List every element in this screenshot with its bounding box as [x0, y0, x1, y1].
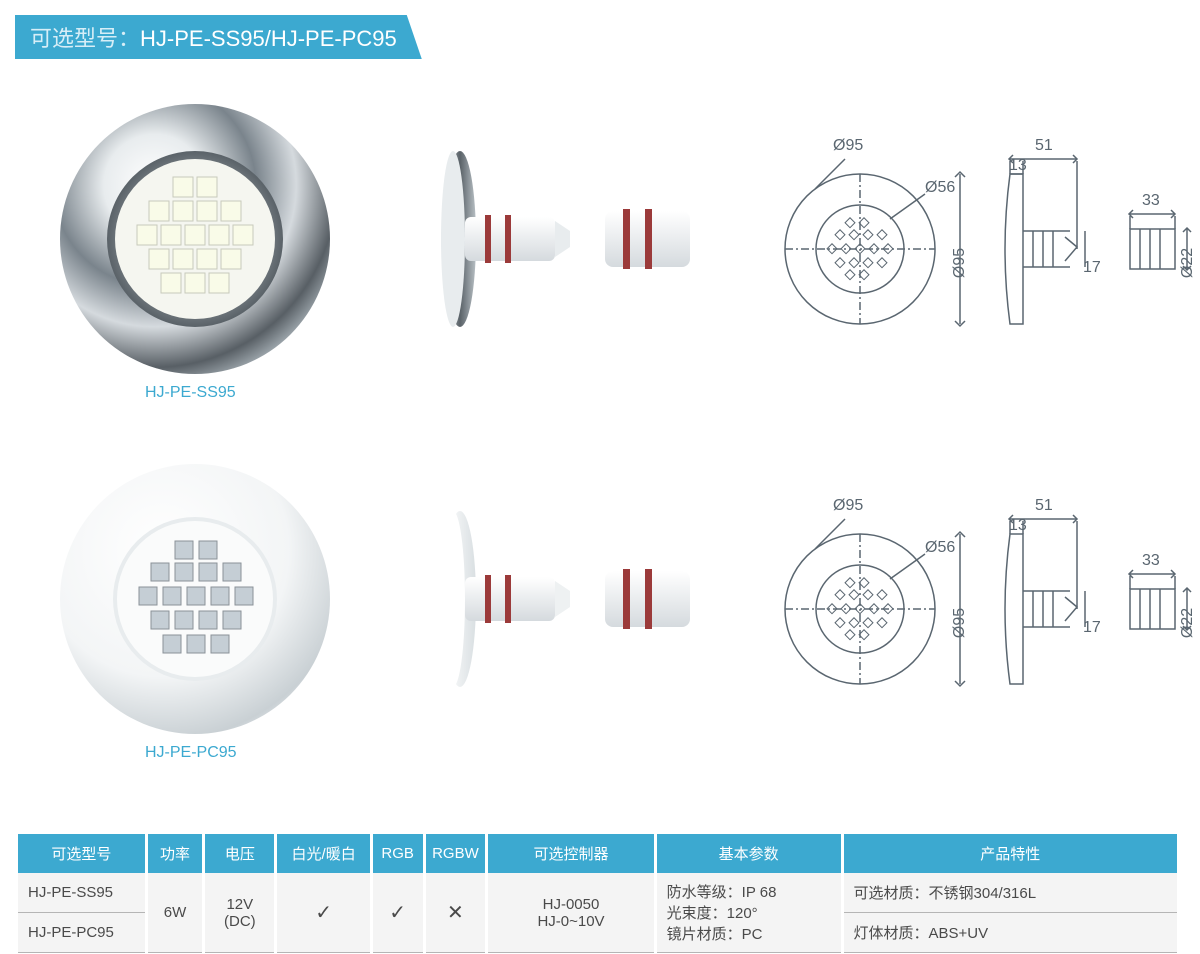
- th-controller: 可选控制器: [488, 834, 653, 873]
- param-l3: 镜片材质：PC: [667, 926, 763, 943]
- th-white: 白光/暖白: [277, 834, 369, 873]
- cell-rgb: ✓: [373, 873, 423, 953]
- dim-d22-1: Ø22: [1179, 248, 1197, 278]
- diagram-pc95: [765, 479, 1195, 709]
- dim-51-1: 51: [1035, 137, 1053, 155]
- cell-rgbw: ✕: [426, 873, 486, 953]
- cell-feature2: 灯体材质：ABS+UV: [844, 913, 1177, 953]
- th-params: 基本参数: [657, 834, 841, 873]
- dim-13-1: 13: [1009, 157, 1027, 175]
- th-voltage: 电压: [205, 834, 274, 873]
- dim-17-1: 17: [1083, 259, 1101, 277]
- diagram-ss95: [765, 119, 1195, 349]
- dim-17-2: 17: [1083, 619, 1101, 637]
- dim-d56-2: Ø56: [925, 539, 955, 557]
- voltage-l2: (DC): [224, 913, 256, 930]
- ctrl-l1: HJ-0050: [543, 896, 600, 913]
- param-l1: 防水等级：IP 68: [667, 884, 777, 901]
- dim-d95-1: Ø95: [833, 137, 863, 155]
- product-pc95-side: [405, 509, 715, 689]
- table-row: HJ-PE-SS95 6W 12V (DC) ✓ ✓ ✕ HJ-0050 HJ-…: [18, 873, 1177, 913]
- cell-white: ✓: [277, 873, 369, 953]
- param-l2: 光束度：120°: [667, 905, 758, 922]
- th-rgbw: RGBW: [426, 834, 486, 873]
- header-value: HJ-PE-SS95/HJ-PE-PC95: [140, 26, 397, 51]
- cell-model1: HJ-PE-SS95: [18, 873, 145, 913]
- cell-params: 防水等级：IP 68 光束度：120° 镜片材质：PC: [657, 873, 841, 953]
- cell-feature1: 可选材质：不锈钢304/316L: [844, 873, 1177, 913]
- cell-model2: HJ-PE-PC95: [18, 913, 145, 953]
- header-label: 可选型号：: [30, 26, 140, 51]
- voltage-l1: 12V: [226, 896, 253, 913]
- dim-33-1: 33: [1142, 192, 1160, 210]
- label-pc95: HJ-PE-PC95: [145, 744, 237, 762]
- th-features: 产品特性: [844, 834, 1177, 873]
- dim-51-2: 51: [1035, 497, 1053, 515]
- label-ss95: HJ-PE-SS95: [145, 384, 236, 402]
- spec-table: 可选型号 功率 电压 白光/暖白 RGB RGBW 可选控制器 基本参数 产品特…: [15, 834, 1180, 953]
- dim-h95-1: Ø95: [951, 248, 969, 278]
- th-model: 可选型号: [18, 834, 145, 873]
- ctrl-l2: HJ-0~10V: [537, 913, 604, 930]
- cell-power: 6W: [148, 873, 202, 953]
- cell-voltage: 12V (DC): [205, 873, 274, 953]
- dim-13-2: 13: [1009, 517, 1027, 535]
- th-rgb: RGB: [373, 834, 423, 873]
- cell-controller: HJ-0050 HJ-0~10V: [488, 873, 653, 953]
- header-band: 可选型号：HJ-PE-SS95/HJ-PE-PC95: [15, 15, 422, 59]
- dim-33-2: 33: [1142, 552, 1160, 570]
- product-pc95-front: [55, 459, 335, 739]
- dim-h95-2: Ø95: [951, 608, 969, 638]
- table-header-row: 可选型号 功率 电压 白光/暖白 RGB RGBW 可选控制器 基本参数 产品特…: [18, 834, 1177, 873]
- dim-d22-2: Ø22: [1179, 608, 1197, 638]
- dim-d95-2: Ø95: [833, 497, 863, 515]
- th-power: 功率: [148, 834, 202, 873]
- products-area: Ø95 Ø56 Ø95 51 13 17 33 Ø22 HJ-PE-SS95: [15, 79, 1185, 819]
- dim-d56-1: Ø56: [925, 179, 955, 197]
- product-ss95-front: [55, 99, 335, 379]
- product-ss95-side: [405, 149, 715, 329]
